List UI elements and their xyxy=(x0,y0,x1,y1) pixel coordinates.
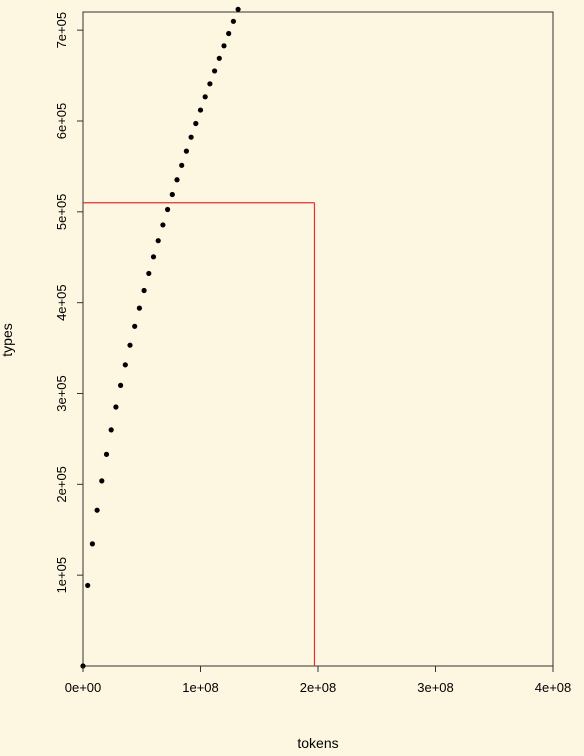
data-point xyxy=(212,68,217,73)
y-tick-label: 6e+05 xyxy=(54,103,69,140)
data-point xyxy=(146,271,151,276)
data-point xyxy=(226,31,231,36)
x-axis: 0e+00 1e+08 2e+08 3e+08 4e+08 xyxy=(65,666,572,695)
data-point xyxy=(217,56,222,61)
data-point xyxy=(179,163,184,168)
x-tick-label: 4e+08 xyxy=(535,680,572,695)
data-point xyxy=(90,541,95,546)
data-point xyxy=(165,207,170,212)
data-point xyxy=(193,121,198,126)
data-point xyxy=(160,222,165,227)
data-point xyxy=(189,135,194,140)
data-point xyxy=(142,288,147,293)
data-point xyxy=(231,19,236,24)
data-point xyxy=(132,324,137,329)
data-point xyxy=(123,362,128,367)
y-tick-label: 4e+05 xyxy=(54,284,69,321)
data-point xyxy=(113,404,118,409)
x-tick-label: 2e+08 xyxy=(300,680,337,695)
y-tick-label: 5e+05 xyxy=(54,194,69,231)
data-point xyxy=(221,43,226,48)
y-tick-label: 7e+05 xyxy=(54,12,69,49)
data-point xyxy=(104,452,109,457)
plot-area xyxy=(83,12,553,666)
y-axis: 1e+05 2e+05 3e+05 4e+05 5e+05 6e+05 7e+05 xyxy=(54,12,83,594)
data-point xyxy=(203,94,208,99)
data-point xyxy=(109,427,114,432)
data-point xyxy=(85,583,90,588)
data-point xyxy=(198,107,203,112)
data-point xyxy=(156,238,161,243)
y-tick-label: 3e+05 xyxy=(54,375,69,412)
data-point xyxy=(207,81,212,86)
y-tick-label: 1e+05 xyxy=(54,557,69,594)
data-point xyxy=(127,343,132,348)
y-axis-label: types xyxy=(0,323,15,356)
y-tick-label: 2e+05 xyxy=(54,466,69,503)
data-point xyxy=(151,254,156,259)
data-point xyxy=(118,383,123,388)
data-point xyxy=(95,508,100,513)
data-point xyxy=(236,7,241,12)
data-point xyxy=(137,305,142,310)
data-point xyxy=(170,192,175,197)
x-tick-label: 1e+08 xyxy=(182,680,219,695)
data-point xyxy=(99,478,104,483)
x-axis-label: tokens xyxy=(297,735,338,751)
x-tick-label: 3e+08 xyxy=(417,680,454,695)
x-tick-label: 0e+00 xyxy=(65,680,102,695)
data-point xyxy=(174,177,179,182)
data-point xyxy=(184,149,189,154)
